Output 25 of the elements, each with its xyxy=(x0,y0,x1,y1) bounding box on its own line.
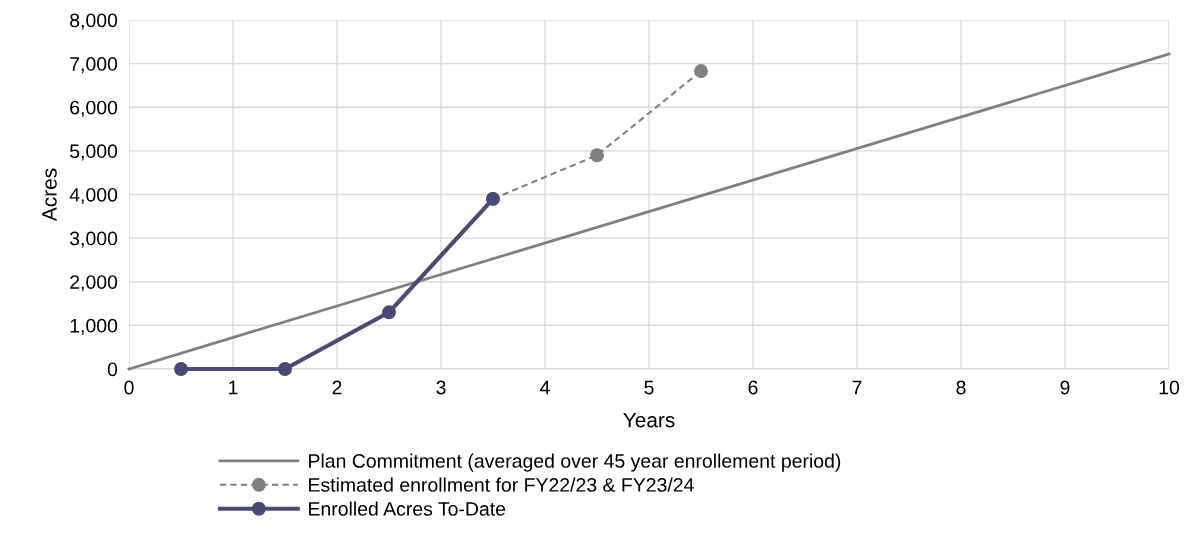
legend-label: Enrolled Acres To-Date xyxy=(309,501,506,516)
y-tick-label: 3,000 xyxy=(69,231,118,248)
x-tick-label: 3 xyxy=(436,380,446,395)
y-tick-label: 1,000 xyxy=(70,318,118,335)
x-tick-label: 9 xyxy=(1060,380,1070,395)
y-tick-label: 5,000 xyxy=(70,144,118,161)
y-tick-label: 6,000 xyxy=(70,100,118,117)
legend-label: Estimated enrollment for FY22/23 & FY23/24 xyxy=(309,477,694,492)
y-axis-title: Acres xyxy=(42,168,57,222)
x-tick-label: 2 xyxy=(332,380,342,395)
x-tick-label: 4 xyxy=(540,380,550,395)
y-tick-label: 7,000 xyxy=(70,57,118,74)
legend-label: Plan Commitment (averaged over 45 year enrollement period) xyxy=(309,453,841,472)
x-axis-title: Years xyxy=(623,412,675,428)
y-tick-label: 0 xyxy=(107,362,118,377)
x-tick-label: 5 xyxy=(644,380,654,395)
x-tick-label: 1 xyxy=(229,380,238,395)
x-tick-label: 10 xyxy=(1159,380,1180,395)
y-tick-label: 2,000 xyxy=(70,275,118,292)
x-tick-label: 6 xyxy=(748,380,758,395)
y-tick-label: 8,000 xyxy=(70,13,118,30)
x-tick-label: 0 xyxy=(124,380,134,395)
x-tick-label: 8 xyxy=(956,380,966,395)
y-tick-label: 4,000 xyxy=(69,187,118,205)
x-tick-label: 7 xyxy=(852,380,862,395)
